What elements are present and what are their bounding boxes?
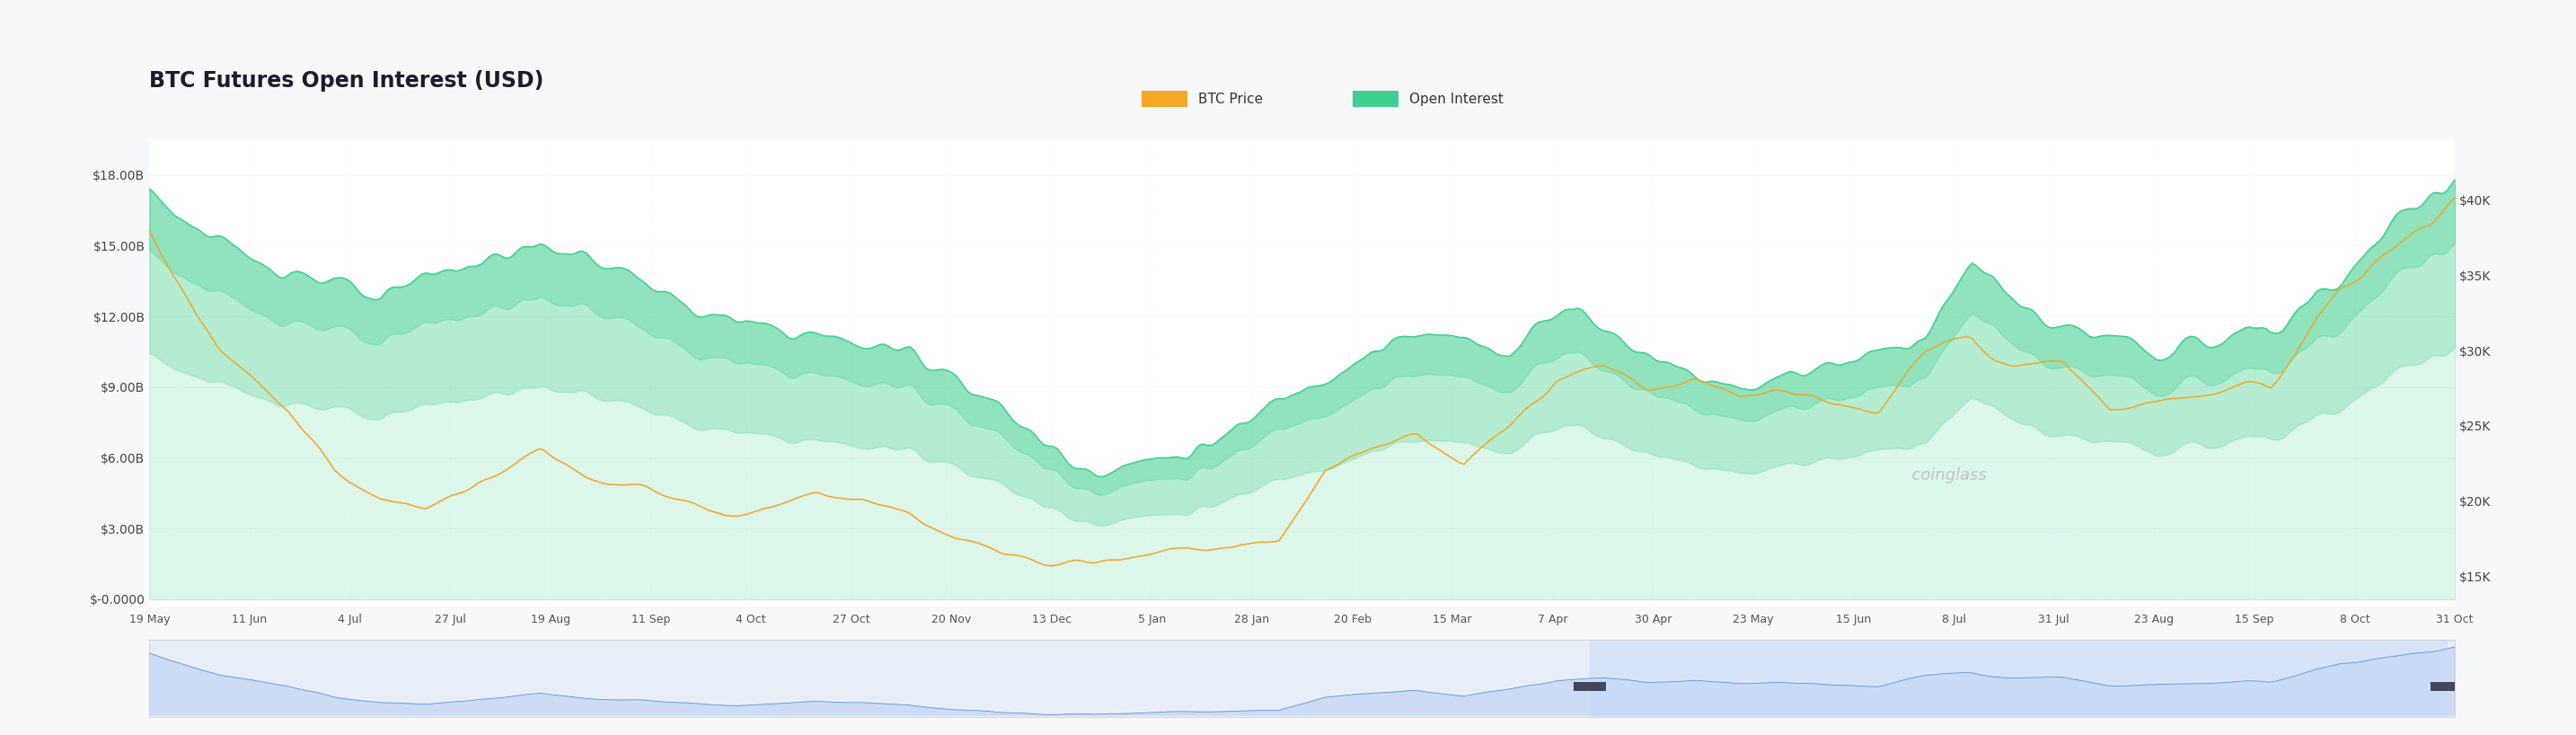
- Text: BTC Price: BTC Price: [1198, 93, 1262, 106]
- Bar: [1589, 639, 2447, 717]
- Bar: [1574, 682, 1605, 691]
- Text: Open Interest: Open Interest: [1409, 93, 1504, 106]
- Text: coinglass: coinglass: [1901, 467, 1986, 484]
- Text: BTC Futures Open Interest (USD): BTC Futures Open Interest (USD): [149, 71, 544, 92]
- Bar: [2429, 682, 2463, 691]
